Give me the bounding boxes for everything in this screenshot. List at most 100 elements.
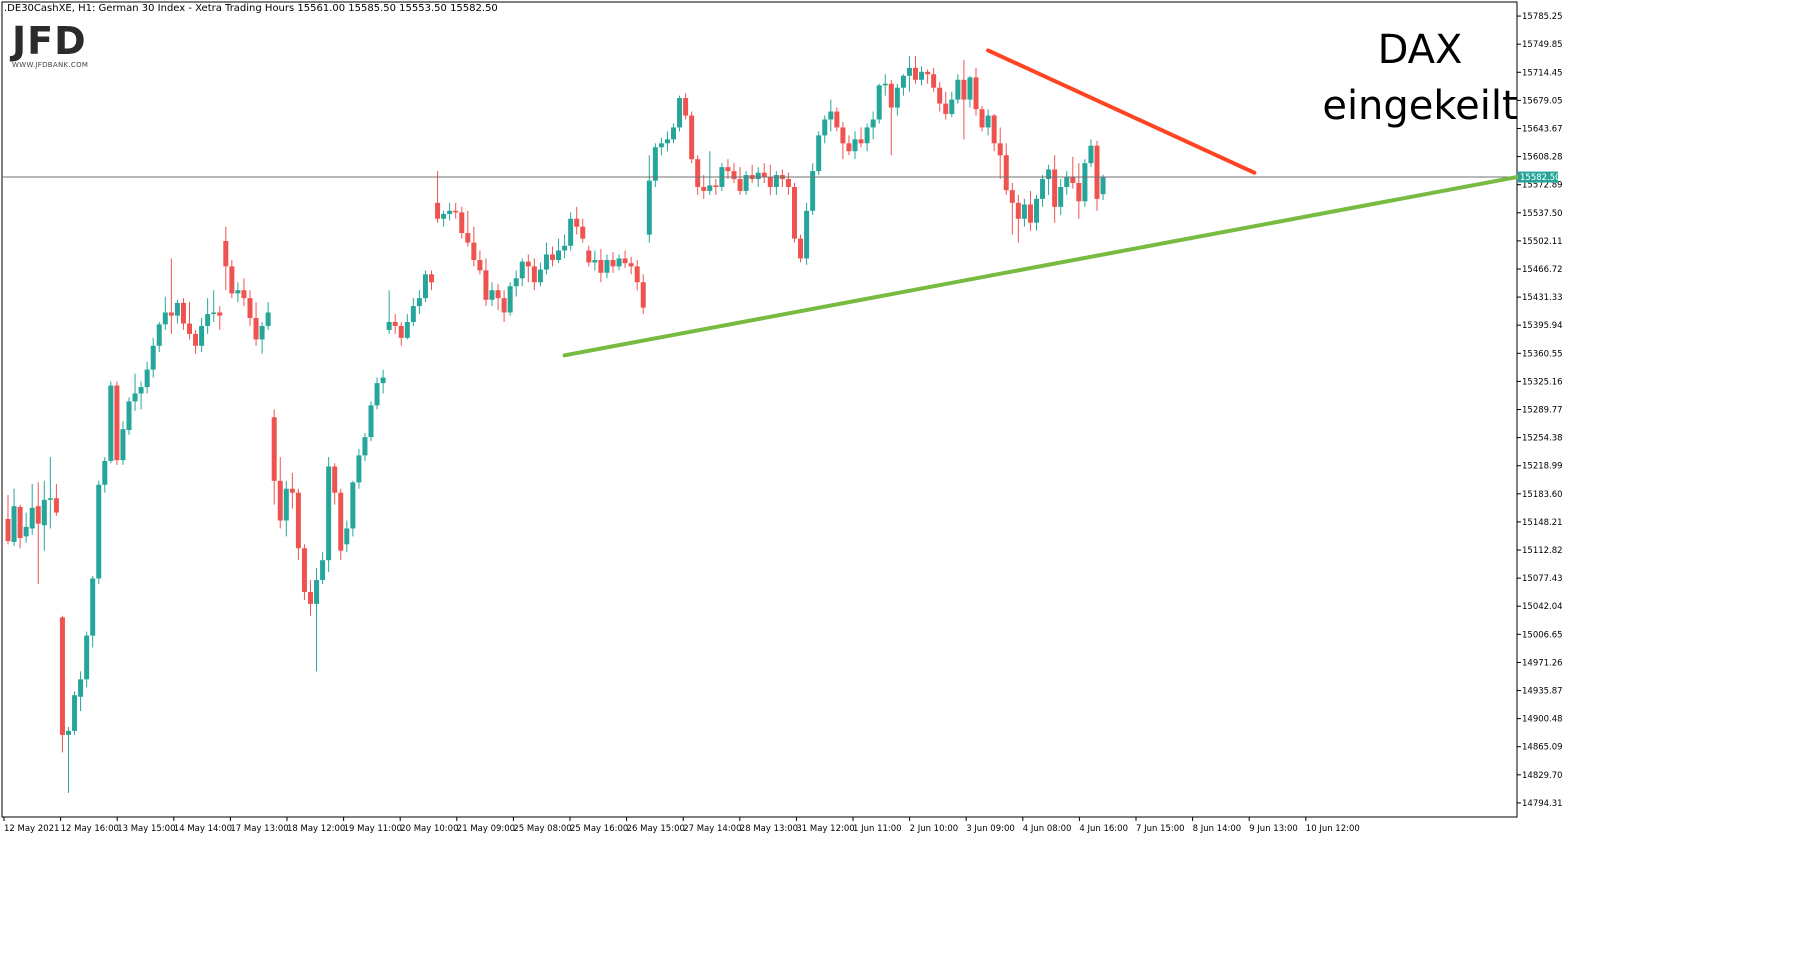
- candle-body: [979, 109, 985, 128]
- candle: [810, 163, 816, 215]
- candle-body: [507, 286, 513, 313]
- candle-body: [459, 212, 465, 234]
- candle-body: [810, 171, 816, 211]
- candle-body: [622, 258, 628, 264]
- trendlines-layer: [562, 48, 1519, 358]
- candle: [174, 299, 180, 324]
- candle: [277, 456, 283, 529]
- candle-body: [495, 290, 501, 299]
- candle: [997, 127, 1003, 180]
- candle-body: [949, 99, 955, 114]
- candle: [283, 480, 289, 537]
- candle: [906, 55, 912, 92]
- candle: [295, 488, 301, 561]
- candle: [658, 137, 664, 156]
- price-tick-label: 15502.11: [1522, 237, 1563, 247]
- candle: [991, 113, 997, 152]
- candle: [495, 283, 501, 311]
- candle: [792, 183, 797, 243]
- candle: [374, 377, 380, 410]
- candle-body: [138, 387, 144, 394]
- candle: [1058, 179, 1064, 215]
- candle: [616, 254, 622, 271]
- candle-body: [374, 383, 380, 406]
- candle-body: [985, 115, 991, 128]
- candle-body: [586, 250, 592, 263]
- candle: [773, 171, 779, 195]
- candle: [386, 290, 392, 334]
- candle-body: [259, 325, 265, 340]
- candle-body: [1021, 204, 1027, 219]
- candle-body: [35, 506, 41, 524]
- candle-body: [900, 75, 906, 88]
- annotation-line-1: DAX: [1377, 27, 1463, 73]
- candle-body: [658, 143, 664, 148]
- candle: [447, 202, 453, 221]
- candle-body: [755, 172, 761, 180]
- candle-body: [368, 405, 374, 438]
- candle: [471, 226, 477, 267]
- candle: [338, 488, 344, 561]
- candle-body: [78, 679, 84, 697]
- candle-body: [1052, 169, 1058, 207]
- time-tick-label: 9 Jun 13:00: [1249, 824, 1298, 834]
- price-axis[interactable]: 15785.25 15749.85 15714.45 15679.05 15643.67…: [1517, 12, 1563, 809]
- candle-body: [870, 119, 876, 128]
- time-tick-label: 12 May 16:00: [61, 824, 119, 834]
- candle-body: [828, 111, 834, 120]
- candle-body: [362, 437, 368, 456]
- logo-url: WWW.JFDBANK.COM: [12, 61, 89, 69]
- candle-body: [737, 179, 743, 191]
- candle: [671, 123, 676, 144]
- candle: [368, 401, 374, 442]
- candle-body: [114, 385, 120, 461]
- candle: [320, 552, 326, 585]
- candle-body: [338, 492, 344, 551]
- candle-body: [235, 290, 241, 294]
- candle-body: [422, 274, 428, 299]
- candle: [114, 381, 120, 465]
- candle: [574, 206, 580, 235]
- price-tick-label: 15112.82: [1522, 546, 1563, 556]
- price-tick-label: 14935.87: [1522, 687, 1563, 697]
- candle-body: [53, 498, 59, 513]
- candle: [967, 75, 973, 108]
- annotation-line-2: eingekeilt: [1322, 83, 1518, 129]
- candle-body: [961, 79, 967, 100]
- candle-body: [792, 186, 797, 239]
- candle: [713, 179, 719, 195]
- candle-body: [707, 185, 713, 191]
- candle-body: [804, 210, 810, 259]
- time-tick-label: 20 May 10:00: [400, 824, 458, 834]
- candle-body: [592, 260, 598, 263]
- jfd-logo: JFD WWW.JFDBANK.COM: [12, 22, 88, 69]
- candle: [326, 456, 332, 573]
- candle: [586, 245, 592, 267]
- candle-body: [689, 115, 695, 160]
- candle-body: [72, 695, 78, 731]
- candle: [217, 306, 223, 330]
- candle-body: [253, 318, 259, 340]
- candle: [422, 270, 428, 303]
- candle-body: [973, 77, 979, 110]
- time-tick-label: 17 May 13:00: [230, 824, 288, 834]
- time-tick-label: 25 May 16:00: [570, 824, 628, 834]
- candle: [580, 218, 586, 243]
- candle-body: [453, 210, 459, 213]
- candle-body: [120, 429, 126, 461]
- candle-body: [816, 135, 822, 172]
- candle: [108, 381, 114, 464]
- candle: [477, 250, 483, 275]
- plot-border: [1, 1, 1518, 818]
- candle-body: [562, 245, 568, 251]
- candle: [761, 163, 767, 184]
- candle: [931, 67, 937, 92]
- candle-body: [277, 480, 283, 521]
- price-tick-label: 15395.94: [1522, 321, 1563, 331]
- candle-body: [1058, 186, 1064, 207]
- time-tick-label: 18 May 12:00: [287, 824, 345, 834]
- candle-body: [187, 323, 192, 334]
